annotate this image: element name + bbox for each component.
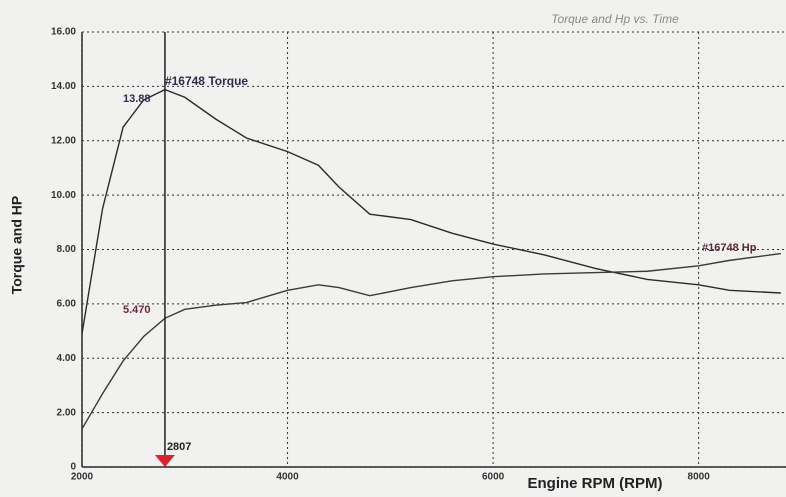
series-line bbox=[81, 252, 781, 430]
x-axis-label: Engine RPM (RPM) bbox=[528, 475, 663, 492]
legend-label: #16748 Hp bbox=[702, 242, 757, 254]
y-tick-label: 16.00 bbox=[51, 27, 76, 38]
y-tick-label: 14.00 bbox=[51, 81, 76, 92]
x-tick-label: 6000 bbox=[482, 472, 505, 483]
annotation: 2807 bbox=[167, 441, 191, 453]
y-tick-label: 10.00 bbox=[51, 190, 76, 201]
series-line bbox=[81, 88, 781, 334]
x-tick-label: 8000 bbox=[688, 472, 711, 483]
y-tick-label: 0 bbox=[70, 462, 76, 473]
y-tick-label: 2.00 bbox=[57, 407, 77, 418]
y-tick-label: 8.00 bbox=[57, 244, 77, 255]
legend-label: #16748 Torque bbox=[165, 74, 248, 88]
y-axis-label: Torque and HP bbox=[9, 196, 25, 295]
cursor-marker bbox=[154, 455, 175, 467]
x-tick-label: 2000 bbox=[71, 472, 94, 483]
annotation: 5.470 bbox=[123, 304, 151, 316]
y-tick-label: 6.00 bbox=[57, 299, 77, 310]
chart-title: Torque and Hp vs. Time bbox=[551, 12, 679, 26]
y-tick-label: 4.00 bbox=[57, 353, 77, 364]
y-tick-label: 12.00 bbox=[51, 135, 76, 146]
annotation: 13.88 bbox=[123, 93, 151, 105]
x-tick-label: 4000 bbox=[276, 472, 299, 483]
